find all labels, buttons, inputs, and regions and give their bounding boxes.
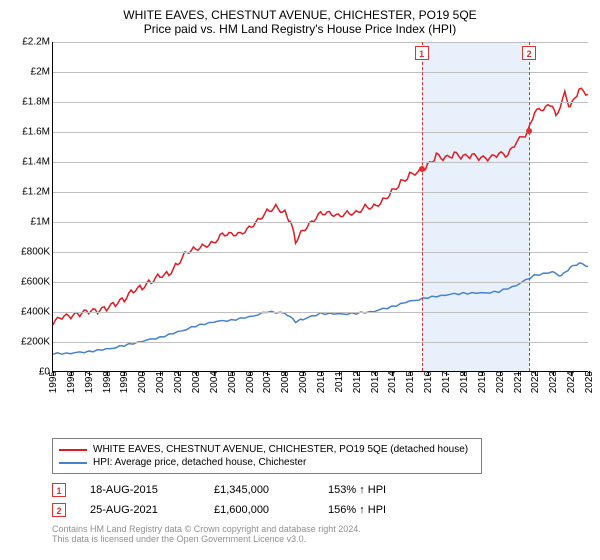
sale-point [526,128,532,134]
x-tick-label: 2015 [405,371,416,395]
y-tick-label: £1M [31,217,53,228]
plot-region: £0£200K£400K£600K£800K£1M£1.2M£1.4M£1.6M… [52,42,588,372]
y-tick-label: £600K [21,277,53,288]
sale-pct: 153% ↑ HPI [328,484,386,496]
x-tick-label: 2022 [530,371,541,395]
legend-box: WHITE EAVES, CHESTNUT AVENUE, CHICHESTER… [52,438,482,474]
x-tick-label: 2008 [280,371,291,395]
y-tick-label: £800K [21,247,53,258]
x-tick-label: 2011 [334,371,345,395]
x-tick-label: 2006 [245,371,256,395]
marker-line [422,42,423,371]
sale-point [419,166,425,172]
sale-date: 25-AUG-2021 [90,504,190,516]
y-tick-label: £2.2M [22,37,53,48]
sales-list: 1 18-AUG-2015 £1,345,000 153% ↑ HPI 2 25-AUG-… [12,480,588,520]
gridline [53,252,588,253]
x-tick-label: 2019 [477,371,488,395]
marker-number: 1 [415,46,429,60]
x-tick-label: 2007 [262,371,273,395]
x-tick-label: 2002 [173,371,184,395]
x-tick-label: 2000 [137,371,148,395]
gridline [53,132,588,133]
y-tick-label: £1.8M [22,97,53,108]
series-hpi [53,263,588,354]
legend-item: WHITE EAVES, CHESTNUT AVENUE, CHICHESTER… [59,443,475,456]
x-tick-label: 2003 [191,371,202,395]
y-tick-label: £1.2M [22,187,53,198]
y-tick-label: £1.4M [22,157,53,168]
footer-text: Contains HM Land Registry data © Crown c… [52,524,588,544]
x-tick-label: 1999 [119,371,130,395]
x-tick-label: 1997 [84,371,95,395]
y-tick-label: £2M [31,67,53,78]
sale-pct: 156% ↑ HPI [328,504,386,516]
x-tick-label: 2018 [459,371,470,395]
x-tick-label: 2025 [584,371,595,395]
sale-number: 2 [52,503,66,517]
legend-swatch [59,449,87,451]
title-subtitle: Price paid vs. HM Land Registry's House … [12,22,588,36]
x-tick-label: 2001 [155,371,166,395]
title-address: WHITE EAVES, CHESTNUT AVENUE, CHICHESTER… [12,8,588,22]
x-tick-label: 2017 [441,371,452,395]
x-tick-label: 2004 [209,371,220,395]
gridline [53,282,588,283]
y-tick-label: £200K [21,337,53,348]
sale-number: 1 [52,483,66,497]
gridline [53,312,588,313]
gridline [53,42,588,43]
chart-area: £0£200K£400K£600K£800K£1M£1.2M£1.4M£1.6M… [12,42,588,402]
chart-svg [53,42,588,371]
footer-line1: Contains HM Land Registry data © Crown c… [52,524,588,534]
y-tick-label: £1.6M [22,127,53,138]
y-tick-label: £400K [21,307,53,318]
sale-row: 1 18-AUG-2015 £1,345,000 153% ↑ HPI [52,480,588,500]
x-tick-label: 2005 [227,371,238,395]
sale-row: 2 25-AUG-2021 £1,600,000 156% ↑ HPI [52,500,588,520]
gridline [53,102,588,103]
legend-label: WHITE EAVES, CHESTNUT AVENUE, CHICHESTER… [93,444,468,455]
x-tick-label: 2012 [352,371,363,395]
marker-number: 2 [522,46,536,60]
x-tick-label: 2024 [566,371,577,395]
gridline [53,72,588,73]
x-tick-label: 2013 [370,371,381,395]
x-tick-label: 2023 [548,371,559,395]
x-tick-label: 1996 [66,371,77,395]
sale-date: 18-AUG-2015 [90,484,190,496]
gridline [53,342,588,343]
x-tick-label: 1995 [48,371,59,395]
legend-swatch [59,462,87,464]
legend-label: HPI: Average price, detached house, Chic… [93,457,306,468]
gridline [53,222,588,223]
x-tick-label: 2016 [423,371,434,395]
x-tick-label: 2010 [316,371,327,395]
legend-item: HPI: Average price, detached house, Chic… [59,456,475,469]
footer-line2: This data is licensed under the Open Gov… [52,534,588,544]
gridline [53,192,588,193]
x-tick-label: 1998 [102,371,113,395]
sale-price: £1,345,000 [214,484,304,496]
marker-line [529,42,530,371]
x-tick-label: 2020 [495,371,506,395]
gridline [53,162,588,163]
x-tick-label: 2009 [298,371,309,395]
sale-price: £1,600,000 [214,504,304,516]
x-tick-label: 2014 [387,371,398,395]
x-tick-label: 2021 [513,371,524,395]
